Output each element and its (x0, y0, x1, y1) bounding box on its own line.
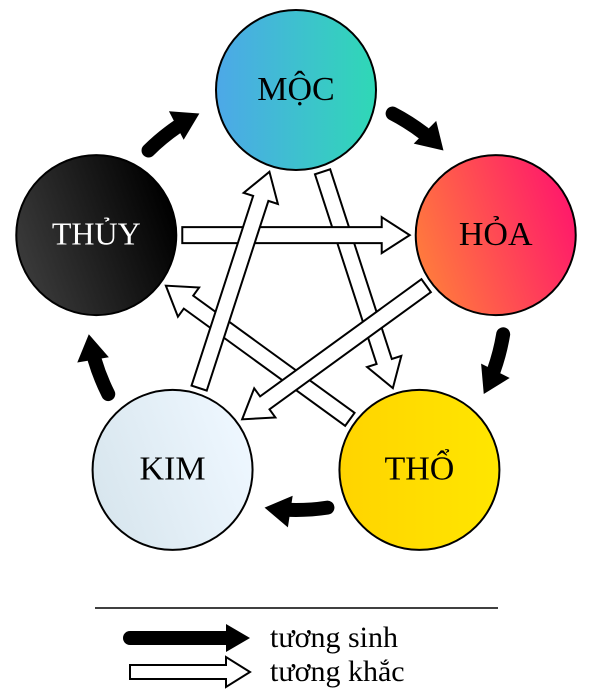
outer-arrow-tho-kim (290, 508, 327, 510)
outer-arrow-moc-hoa (393, 114, 424, 134)
outer-arrow-hoa-tho (494, 334, 503, 370)
node-label-kim: KIM (140, 451, 206, 488)
outer-arrow-thuy-moc (149, 127, 178, 151)
outer-arrowhead-tho-kim (265, 496, 293, 528)
node-label-thuy: THỦY (52, 215, 141, 251)
node-label-moc: MỘC (257, 70, 334, 108)
legend-label-1: tương khắc (270, 655, 405, 688)
legend-solid-arrow-head (226, 624, 250, 652)
legend-label-0: tương sinh (270, 621, 398, 654)
outer-arrow-kim-thuy (95, 360, 109, 394)
legend-hollow-arrow (130, 657, 250, 687)
inner-arrow-thuy-hoa (182, 217, 409, 253)
node-label-tho: THỔ (384, 449, 454, 488)
node-label-hoa: HỎA (459, 216, 533, 253)
outer-arrowhead-kim-thuy (77, 334, 109, 362)
five-elements-diagram: MỘC HỎA THỔ KIM THỦY tương sinhtương khắc (0, 0, 593, 700)
